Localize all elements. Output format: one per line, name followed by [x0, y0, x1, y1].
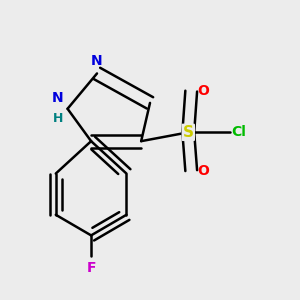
Text: S: S [183, 125, 194, 140]
Text: Cl: Cl [231, 125, 246, 139]
Text: N: N [91, 54, 103, 68]
Text: H: H [53, 112, 63, 125]
Text: N: N [52, 91, 63, 105]
Text: O: O [198, 84, 210, 98]
Text: F: F [86, 261, 96, 275]
Text: O: O [198, 164, 210, 178]
